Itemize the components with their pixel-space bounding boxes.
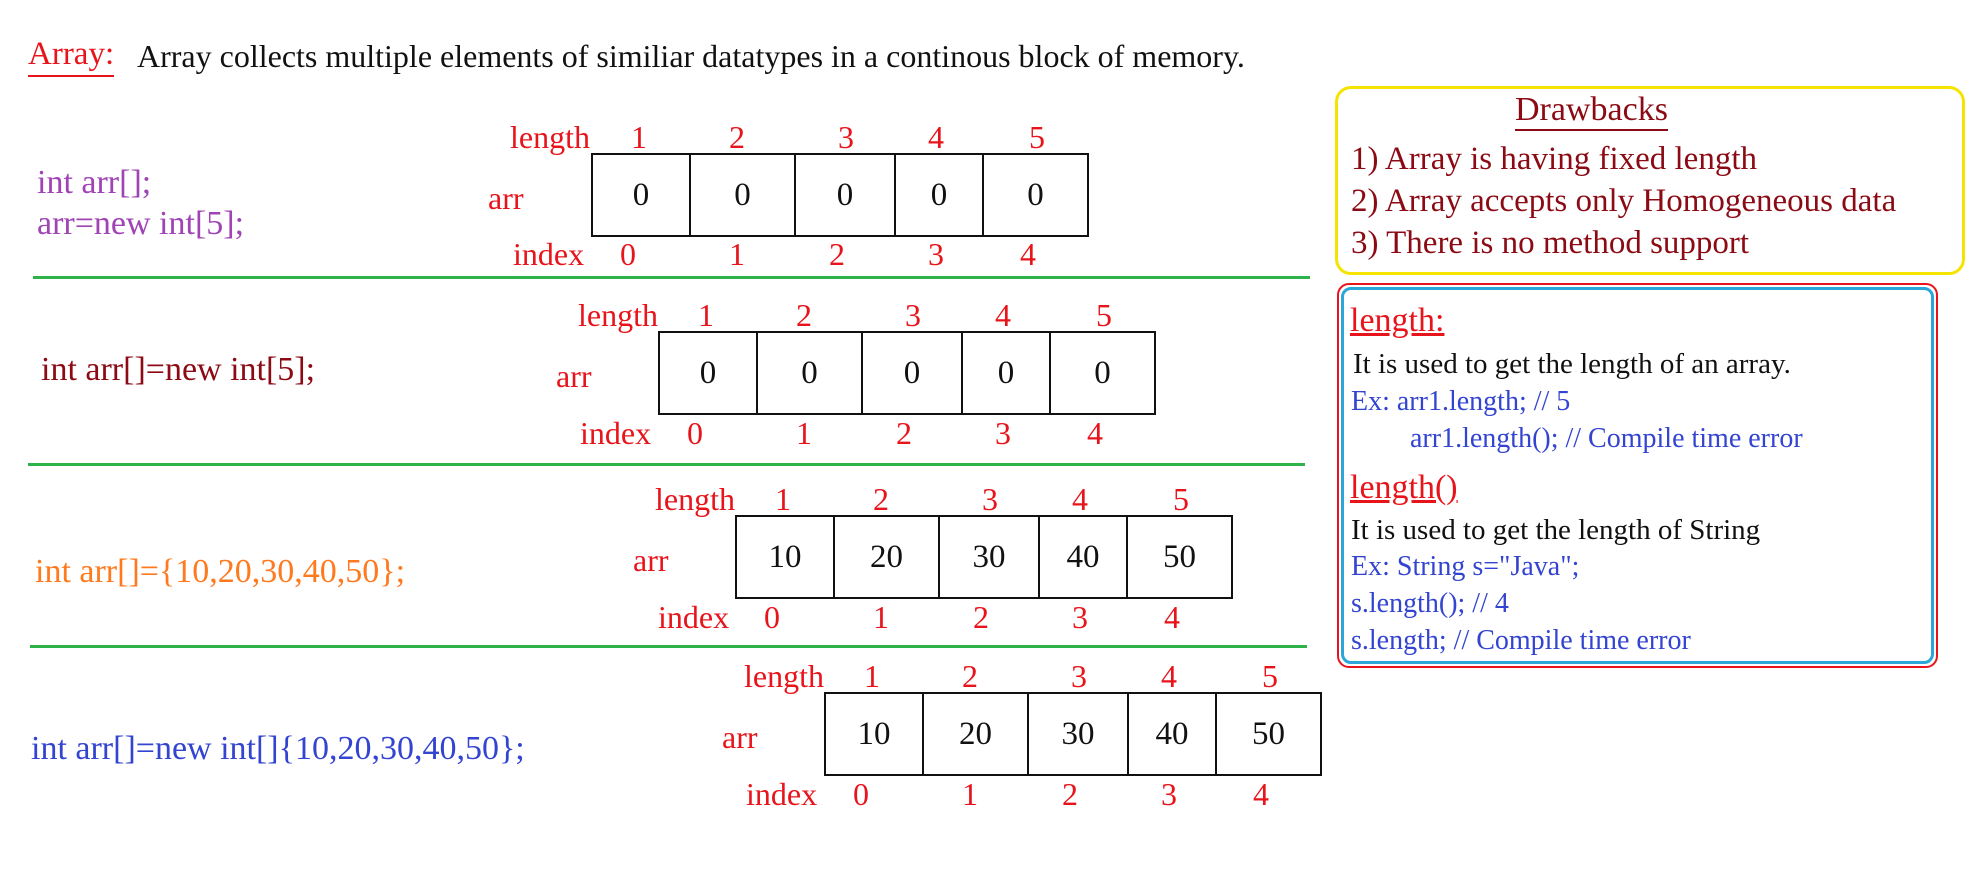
length-number: 2 (729, 119, 745, 155)
row-4-code-line-1: int arr[]=new int[]{10,20,30,40,50}; (31, 730, 525, 767)
index-number: 4 (1087, 415, 1103, 451)
index-number: 1 (962, 776, 978, 812)
array-cell: 0 (861, 331, 963, 415)
array-cell: 20 (922, 692, 1029, 776)
length-method-example-1: Ex: String s="Java"; (1351, 551, 1580, 582)
array-cell: 0 (894, 153, 984, 237)
length-number: 5 (1096, 297, 1112, 333)
length-number: 5 (1262, 658, 1278, 694)
row-2-code-line-1: int arr[]=new int[5]; (41, 351, 316, 388)
index-number: 1 (873, 599, 889, 635)
drawbacks-title: Drawbacks (1515, 93, 1668, 131)
array-cell: 0 (982, 153, 1089, 237)
array-cell: 50 (1126, 515, 1233, 599)
index-number: 3 (928, 236, 944, 272)
index-number: 0 (687, 415, 703, 451)
row-separator (30, 645, 1307, 648)
index-number: 3 (1161, 776, 1177, 812)
index-number: 0 (764, 599, 780, 635)
row-2-index-label: index (580, 415, 652, 451)
array-cell: 30 (938, 515, 1040, 599)
length-number: 4 (1161, 658, 1177, 694)
index-number: 2 (1062, 776, 1078, 812)
array-cell: 0 (591, 153, 691, 237)
index-number: 1 (729, 236, 745, 272)
array-cell: 0 (794, 153, 896, 237)
row-4-index-label: index (746, 776, 818, 812)
row-3-index-label: index (658, 599, 730, 635)
row-1-code-line-1: int arr[]; (37, 164, 152, 201)
index-number: 1 (796, 415, 812, 451)
array-cell: 40 (1038, 515, 1128, 599)
array-cell: 0 (1049, 331, 1156, 415)
row-4-length-label: length (744, 658, 824, 694)
row-1-length-label: length (510, 119, 590, 155)
index-number: 2 (973, 599, 989, 635)
length-number: 4 (1072, 481, 1088, 517)
row-1-code-line-2: arr=new int[5]; (37, 205, 245, 242)
length-number: 2 (962, 658, 978, 694)
array-cell: 10 (824, 692, 924, 776)
length-number: 1 (698, 297, 714, 333)
length-number: 3 (838, 119, 854, 155)
array-definition: Array collects multiple elements of simi… (137, 38, 1245, 74)
length-number: 3 (982, 481, 998, 517)
row-4-arr-label: arr (722, 719, 758, 755)
drawback-item: 3) There is no method support (1351, 225, 1750, 261)
index-number: 4 (1164, 599, 1180, 635)
length-number: 1 (775, 481, 791, 517)
length-number: 3 (1071, 658, 1087, 694)
length-method-heading: length() (1350, 469, 1458, 506)
length-method-example-3: s.length; // Compile time error (1351, 625, 1691, 656)
array-cell: 40 (1127, 692, 1217, 776)
row-2-length-label: length (578, 297, 658, 333)
length-method-description: It is used to get the length of String (1351, 514, 1761, 546)
row-3-length-label: length (655, 481, 735, 517)
length-property-heading: length: (1350, 302, 1445, 339)
array-cell: 0 (658, 331, 758, 415)
array-cell: 50 (1215, 692, 1322, 776)
index-number: 0 (853, 776, 869, 812)
array-cell: 10 (735, 515, 835, 599)
length-number: 3 (905, 297, 921, 333)
index-number: 0 (620, 236, 636, 272)
length-method-example-2: s.length(); // 4 (1351, 588, 1509, 619)
length-number: 5 (1173, 481, 1189, 517)
index-number: 4 (1253, 776, 1269, 812)
length-number: 1 (631, 119, 647, 155)
index-number: 3 (995, 415, 1011, 451)
length-number: 4 (995, 297, 1011, 333)
row-separator (28, 463, 1305, 466)
array-cell: 0 (961, 331, 1051, 415)
length-number: 2 (873, 481, 889, 517)
array-term: Array: (28, 38, 115, 77)
length-info-box (1341, 287, 1934, 664)
index-number: 2 (829, 236, 845, 272)
length-number: 1 (864, 658, 880, 694)
row-3-arr-label: arr (633, 542, 669, 578)
length-number: 5 (1029, 119, 1045, 155)
array-cell: 20 (833, 515, 940, 599)
row-separator (33, 276, 1310, 279)
length-property-description: It is used to get the length of an array… (1353, 348, 1791, 380)
length-info-box-outer (1337, 283, 1938, 668)
length-number: 2 (796, 297, 812, 333)
array-cell: 0 (756, 331, 863, 415)
drawback-item: 1) Array is having fixed length (1351, 141, 1757, 177)
row-1-arr-label: arr (488, 180, 524, 216)
index-number: 2 (896, 415, 912, 451)
row-3-code-line-1: int arr[]={10,20,30,40,50}; (35, 553, 406, 590)
length-property-example-2: arr1.length(); // Compile time error (1410, 423, 1803, 454)
length-property-example-1: Ex: arr1.length; // 5 (1351, 386, 1571, 417)
index-number: 3 (1072, 599, 1088, 635)
array-cell: 30 (1027, 692, 1129, 776)
row-2-arr-label: arr (556, 358, 592, 394)
drawbacks-box (1335, 86, 1965, 275)
row-1-index-label: index (513, 236, 585, 272)
array-cell: 0 (689, 153, 796, 237)
index-number: 4 (1020, 236, 1036, 272)
drawback-item: 2) Array accepts only Homogeneous data (1351, 183, 1897, 219)
length-number: 4 (928, 119, 944, 155)
